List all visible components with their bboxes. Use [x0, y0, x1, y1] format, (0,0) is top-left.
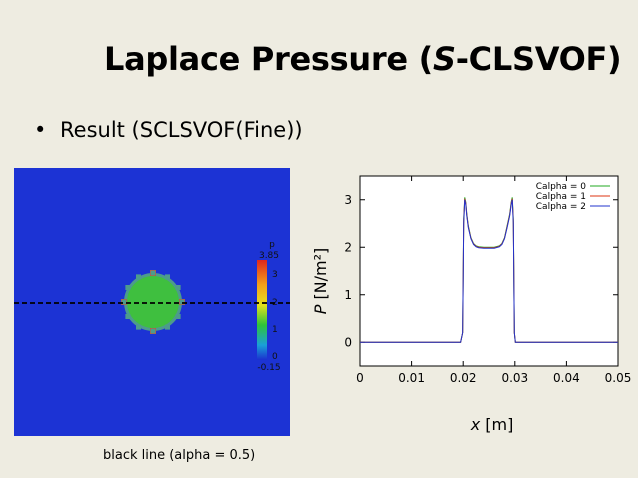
droplet-cell: [125, 314, 131, 319]
y-tick-label: 2: [344, 240, 352, 254]
droplet-cell: [179, 299, 185, 305]
title-suffix: -CLSVOF): [455, 40, 622, 78]
droplet-cell: [150, 328, 156, 334]
legend-label-2: Calpha = 2: [536, 202, 586, 212]
plot-axes: 0 0.01 0.02 0.03 0.04 0.05 0 1 2 3: [344, 175, 632, 385]
x-axis-label: x [m]: [470, 415, 514, 434]
legend-label-1: Calpha = 1: [536, 192, 586, 202]
series-line-2: [360, 199, 618, 343]
legend-label-0: Calpha = 0: [536, 182, 586, 192]
plot-frame: [359, 175, 619, 367]
x-tick-label: 0.05: [605, 371, 632, 385]
droplet-interior: [127, 276, 179, 328]
droplet-cell: [150, 270, 156, 276]
figure-caption: black line (alpha = 0.5): [103, 448, 256, 463]
x-tick-label: 0.01: [398, 371, 425, 385]
droplet-cell: [175, 285, 181, 290]
y-axis-label: P [N/m²]: [311, 248, 330, 315]
colorbar-gradient: [257, 260, 267, 360]
droplet-cell: [136, 324, 141, 330]
title-italic: S: [432, 40, 456, 78]
colorbar-max-label: 3.85: [259, 251, 279, 261]
bullet-text: Result (SCLSVOF(Fine)): [60, 118, 303, 142]
droplet: [121, 270, 185, 334]
title-prefix: Laplace Pressure (: [104, 40, 433, 78]
droplet-cell: [165, 324, 170, 330]
droplet-cell: [125, 285, 131, 290]
x-tick-label: 0.03: [501, 371, 528, 385]
colorbar-title: p: [269, 240, 275, 250]
y-tick-label: 3: [344, 193, 352, 207]
plot-series: [360, 197, 618, 343]
x-tick-label: 0.02: [450, 371, 477, 385]
y-tick-label: 1: [344, 288, 352, 302]
droplet-cell: [175, 314, 181, 319]
colorbar-min-label: -0.15: [257, 363, 280, 373]
slide-title: Laplace Pressure (S-CLSVOF): [104, 40, 622, 78]
x-tick-label: 0.04: [553, 371, 580, 385]
bullet-dot-icon: •: [34, 118, 47, 142]
droplet-cell: [136, 274, 141, 280]
colorbar-tick-3: 3: [272, 270, 278, 280]
x-tick-label: 0: [356, 371, 364, 385]
pressure-field-image: p 3.85 3 2 1 0 -0.15: [14, 168, 290, 436]
droplet-cell: [165, 274, 170, 280]
colorbar-tick-1: 1: [272, 325, 278, 335]
bullet-item: • Result (SCLSVOF(Fine)): [34, 118, 303, 142]
colorbar-tick-0: 0: [272, 352, 278, 362]
y-tick-label: 0: [344, 335, 352, 349]
droplet-cell: [121, 299, 127, 305]
